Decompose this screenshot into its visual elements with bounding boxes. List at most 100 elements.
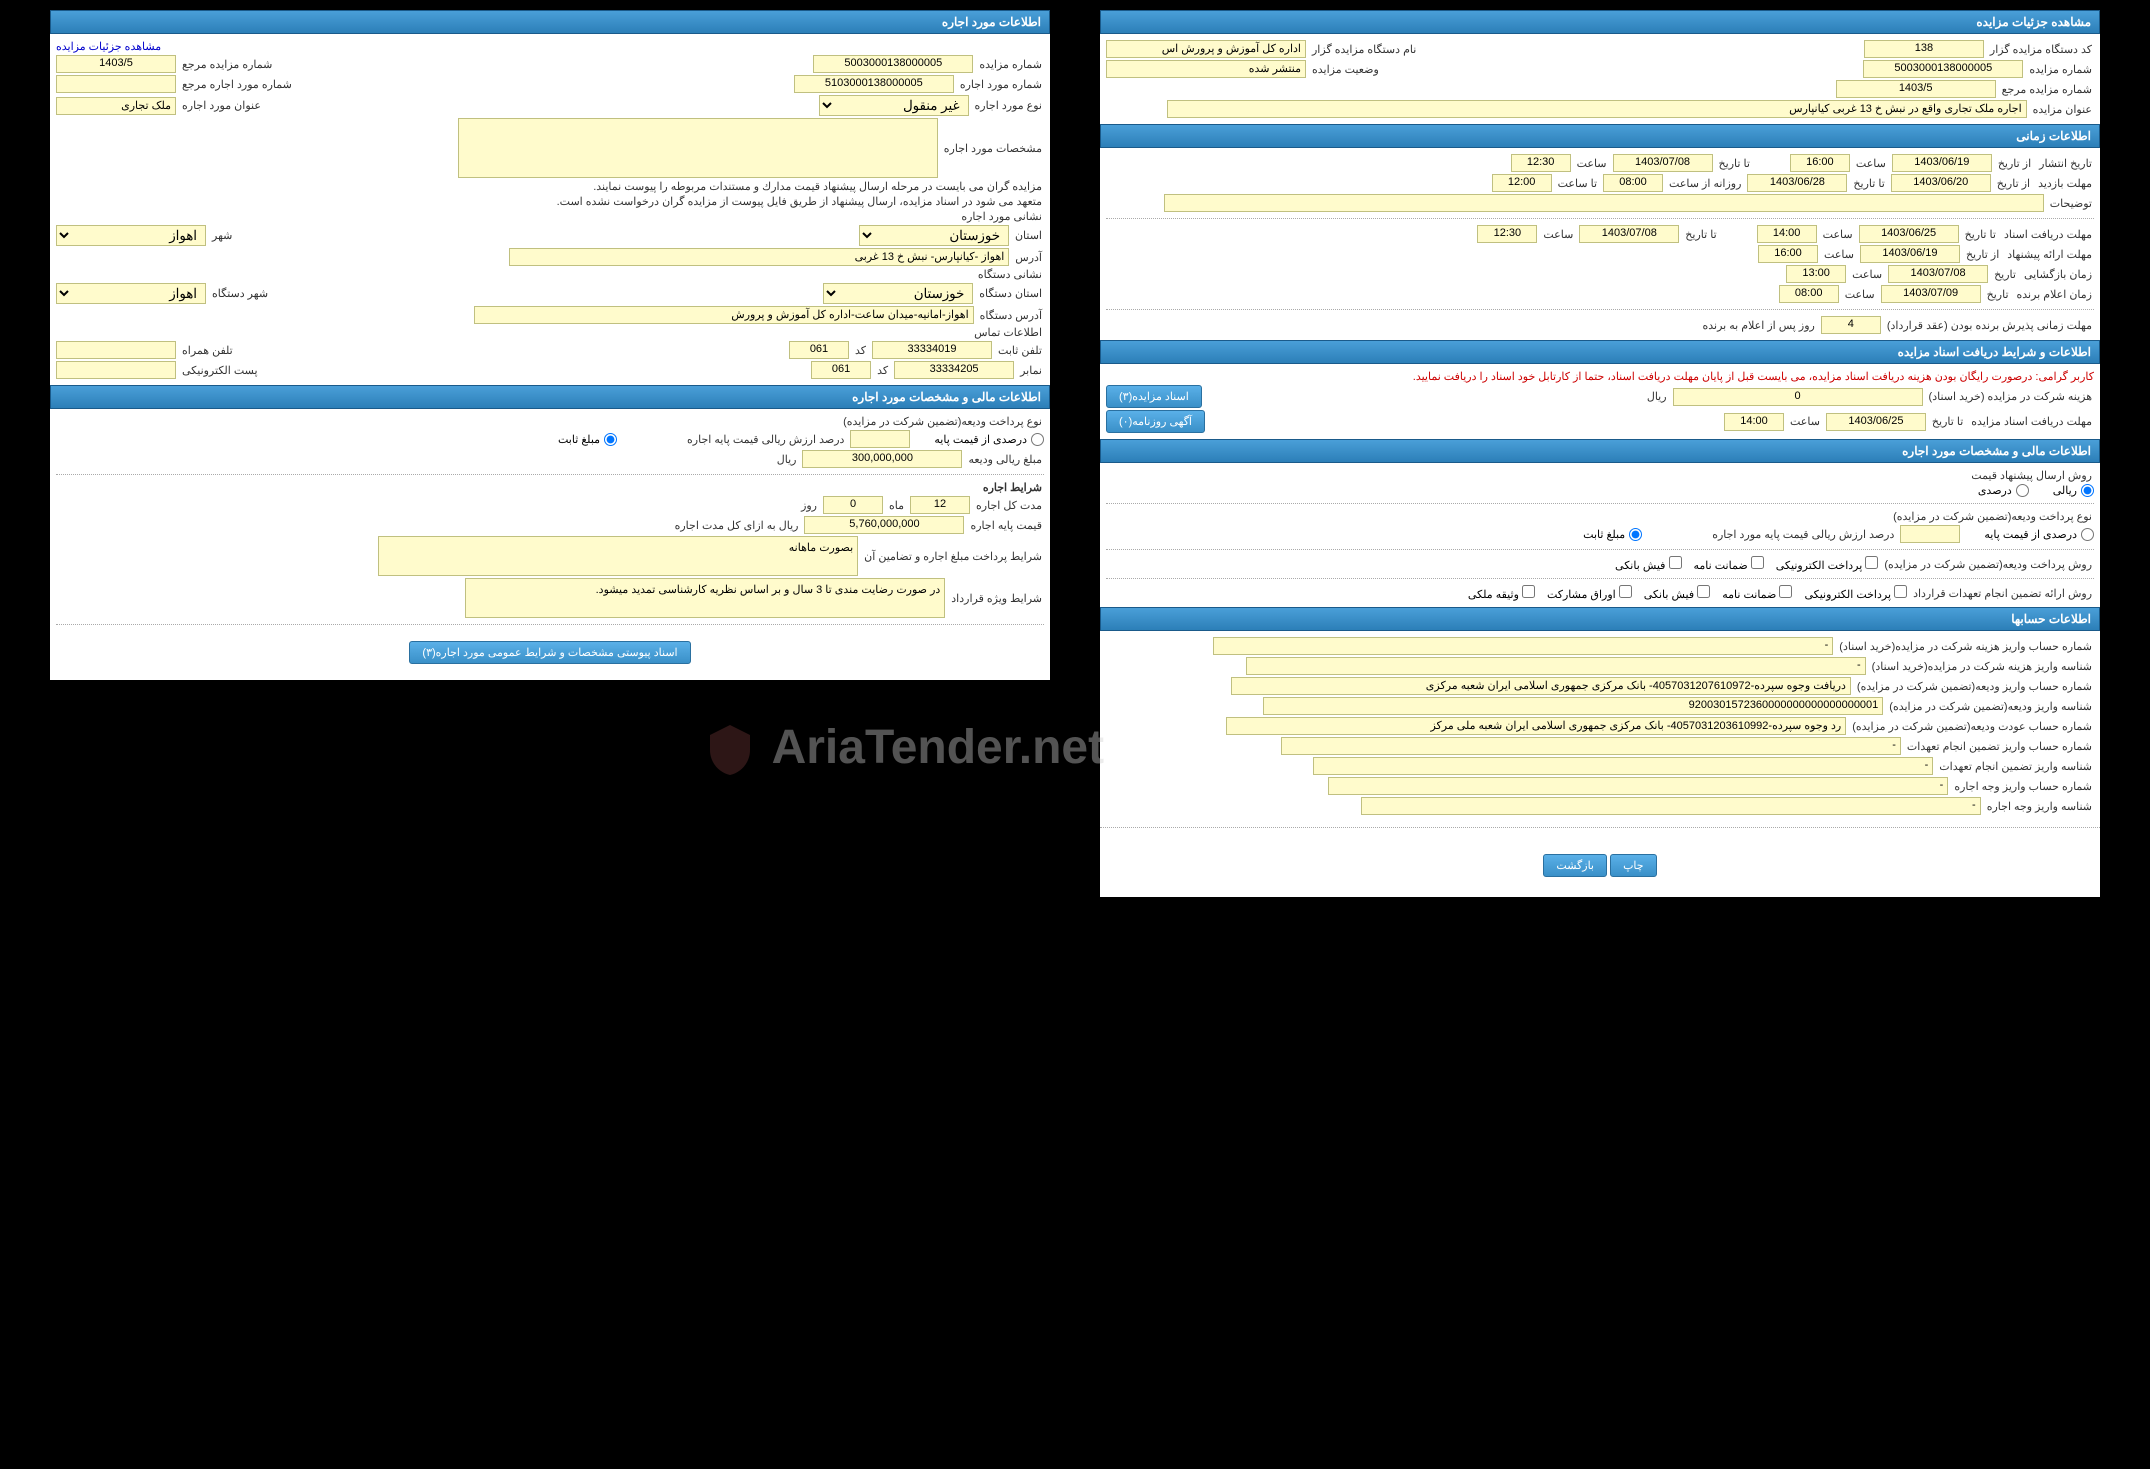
label-org-address: نشانی دستگاه	[976, 268, 1044, 281]
label-address: آدرس	[1013, 251, 1044, 264]
label-deposit-type2: نوع پرداخت ودیعه(تضمین شرکت در مزایده)	[841, 415, 1044, 428]
label-acc9: شناسه واریز وجه اجاره	[1985, 800, 2094, 813]
label-org-province: استان دستگاه	[977, 287, 1044, 300]
label-mobile: تلفن همراه	[180, 344, 235, 357]
chk-receipt[interactable]	[1669, 556, 1682, 569]
label-status: وضعیت مزایده	[1310, 63, 1381, 76]
label-lease-type: نوع مورد اجاره	[973, 99, 1045, 112]
field-pub-to: 1403/07/08	[1613, 154, 1713, 172]
chk-elec2[interactable]	[1894, 585, 1907, 598]
ta-special-terms[interactable]: در صورت رضایت مندی تا 3 سال و بر اساس نظ…	[465, 578, 945, 618]
label-lease-address: نشانی مورد اجاره	[959, 210, 1044, 223]
field-acc9: -	[1361, 797, 1981, 815]
field-visit-time-to: 12:00	[1492, 174, 1552, 192]
label-phone: تلفن ثابت	[996, 344, 1044, 357]
field-mobile	[56, 341, 176, 359]
label-ref-num: شماره مزایده مرجع	[2000, 83, 2094, 96]
field-deposit-amt: 300,000,000	[802, 450, 962, 468]
label-acc2: شناسه واریز هزینه شرکت در مزایده(خرید اس…	[1870, 660, 2094, 673]
field-acc4: 9200301572360000000000000000001	[1263, 697, 1883, 715]
label-acc5: شماره حساب عودت ودیعه(تضمین شرکت در مزای…	[1850, 720, 2094, 733]
chk-sec[interactable]	[1619, 585, 1632, 598]
field-fee: 0	[1673, 388, 1923, 406]
label-deposit-type: نوع پرداخت ودیعه(تضمین شرکت در مزایده)	[1891, 510, 2094, 523]
label-org-city: شهر دستگاه	[210, 287, 270, 300]
section-time-info: اطلاعات زمانی	[1100, 124, 2100, 148]
field-doc-to2: 1403/07/08	[1579, 225, 1679, 243]
field-acc6: -	[1281, 737, 1901, 755]
lease-info-panel: اطلاعات مورد اجاره مشاهده جزئیات مزایده …	[50, 10, 1050, 680]
section-doc-conditions: اطلاعات و شرایط دریافت اسناد مزایده	[1100, 340, 2100, 364]
field-offer-time: 16:00	[1758, 245, 1818, 263]
label-lease-specs: مشخصات مورد اجاره	[942, 142, 1044, 155]
label-org: نام دستگاه مزایده گزار	[1310, 43, 1418, 56]
label-duration: مدت کل اجاره	[974, 499, 1044, 512]
section-fin2: اطلاعات مالی و مشخصات مورد اجاره	[50, 385, 1050, 409]
field-l-ref: 1403/5	[56, 55, 176, 73]
section-accounts: اطلاعات حسابها	[1100, 607, 2100, 631]
radio-percent-base[interactable]	[2081, 528, 2094, 541]
label-payment-method: روش پرداخت ودیعه(تضمین شرکت در مزایده)	[1882, 558, 2094, 571]
select-org-city[interactable]: اهواز	[56, 283, 206, 304]
field-pub-time-to: 12:30	[1511, 154, 1571, 172]
btn-back[interactable]: بازگشت	[1543, 854, 1607, 877]
btn-print[interactable]: چاپ	[1610, 854, 1657, 877]
label-acc4: شناسه واریز ودیعه(تضمین شرکت در مزایده)	[1887, 700, 2094, 713]
label-lease-num: شماره مورد اجاره	[958, 78, 1044, 91]
btn-attachments[interactable]: اسناد پیوستی مشخصات و شرایط عمومی مورد ا…	[409, 641, 690, 664]
notice1: مزایده گران می بایست در مرحله ارسال پیشن…	[591, 180, 1044, 193]
label-open: زمان بازگشایی	[2022, 268, 2094, 281]
label-fee: هزینه شرکت در مزایده (خرید اسناد)	[1927, 390, 2094, 403]
field-dd2-date: 1403/06/25	[1826, 413, 1926, 431]
chk-prop[interactable]	[1522, 585, 1535, 598]
field-visit-from: 1403/06/20	[1891, 174, 1991, 192]
btn-daily-ad[interactable]: آگهی روزنامه(۰)	[1106, 410, 1205, 433]
label-lease-title: عنوان مورد اجاره	[180, 99, 263, 112]
field-acc8: -	[1328, 777, 1948, 795]
field-status: منتشر شده	[1106, 60, 1306, 78]
label-l-auction-num: شماره مزایده	[977, 58, 1044, 71]
field-visit-to: 1403/06/28	[1747, 174, 1847, 192]
label-code: کد دستگاه مزایده گزار	[1988, 43, 2094, 56]
label-publish: تاریخ انتشار	[2037, 157, 2094, 170]
radio-fixed2[interactable]	[604, 433, 617, 446]
select-province[interactable]: خوزستان	[859, 225, 1009, 246]
field-acc1: -	[1213, 637, 1833, 655]
select-city[interactable]: اهواز	[56, 225, 206, 246]
chk-rec2[interactable]	[1697, 585, 1710, 598]
field-lease-ref	[56, 75, 176, 93]
field-acc3: دریافت وجوه سپرده-4057031207610972- بانک…	[1231, 677, 1851, 695]
ta-payment-terms[interactable]: بصورت ماهانه	[378, 536, 858, 576]
field-pub-from: 1403/06/19	[1892, 154, 1992, 172]
label-price-method: روش ارسال پیشنهاد قیمت	[1969, 469, 2094, 482]
notice2: متعهد می شود در اسناد مزایده، ارسال پیشن…	[555, 195, 1044, 208]
auction-details-panel: مشاهده جزئیات مزایده کد دستگاه مزایده گز…	[1100, 10, 2100, 897]
label-fax: نمابر	[1018, 364, 1044, 377]
label-acc6: شماره حساب واریز تضمین انجام تعهدات	[1905, 740, 2094, 753]
select-lease-type[interactable]: غیر منقول	[819, 95, 969, 116]
btn-auction-docs[interactable]: اسناد مزایده(۳)	[1106, 385, 1202, 408]
field-open-time: 13:00	[1786, 265, 1846, 283]
label-province: استان	[1013, 229, 1044, 242]
radio-fixed[interactable]	[1629, 528, 1642, 541]
field-open-date: 1403/07/08	[1888, 265, 1988, 283]
radio-rial[interactable]	[2081, 484, 2094, 497]
field-dd2-time: 14:00	[1724, 413, 1784, 431]
link-view-details[interactable]: مشاهده جزئیات مزایده	[56, 40, 161, 53]
label-contract-guarantee: روش ارائه تضمین انجام تعهدات قرارداد	[1911, 587, 2094, 600]
radio-percent-base2[interactable]	[1031, 433, 1044, 446]
chk-guar2[interactable]	[1779, 585, 1792, 598]
textarea-lease-specs[interactable]	[458, 118, 938, 178]
chk-guarantee[interactable]	[1751, 556, 1764, 569]
label-org-addr: آدرس دستگاه	[978, 309, 1044, 322]
label-title: عنوان مزایده	[2031, 103, 2094, 116]
chk-electronic[interactable]	[1865, 556, 1878, 569]
select-org-province[interactable]: خوزستان	[823, 283, 973, 304]
field-winner-time: 08:00	[1779, 285, 1839, 303]
label-acc7: شناسه واریز تضمین انجام تعهدات	[1937, 760, 2094, 773]
radio-percent[interactable]	[2016, 484, 2029, 497]
label-notes: توضیحات	[2048, 197, 2094, 210]
label-payment-terms: شرایط پرداخت مبلغ اجاره و تضامین آن	[862, 550, 1044, 563]
field-visit-time-from: 08:00	[1603, 174, 1663, 192]
field-percent2	[850, 430, 910, 448]
